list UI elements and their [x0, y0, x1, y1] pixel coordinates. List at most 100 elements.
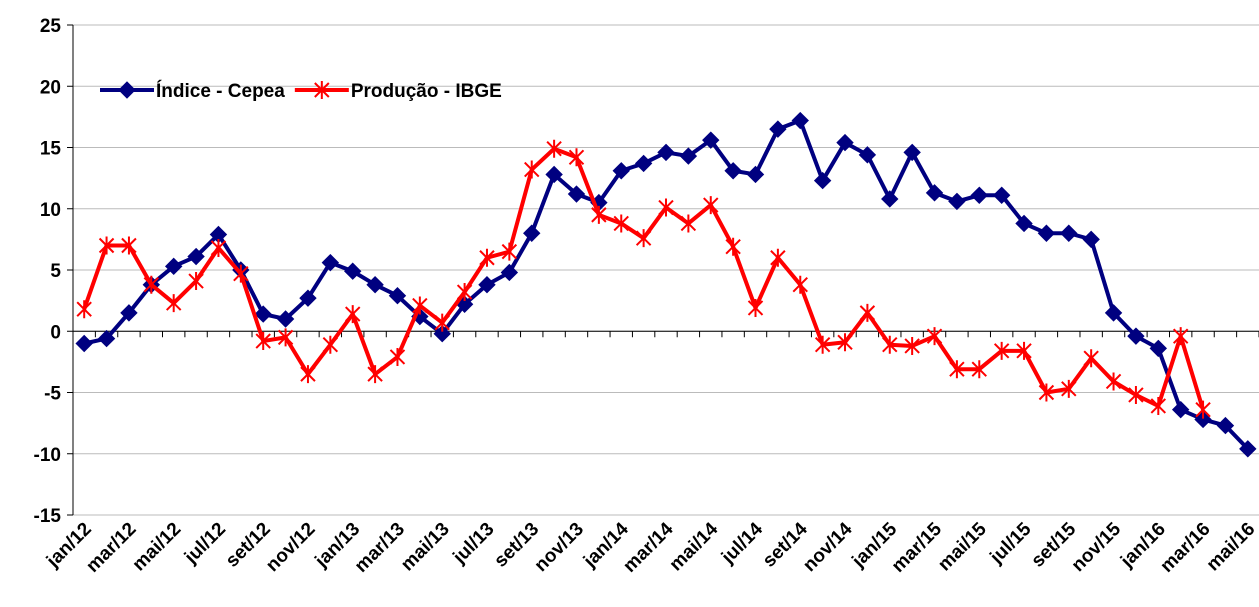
- marker: [814, 335, 831, 354]
- marker: [322, 335, 339, 354]
- marker: [858, 146, 877, 164]
- marker: [1038, 383, 1055, 402]
- marker: [1083, 349, 1099, 368]
- marker: [75, 334, 93, 353]
- marker: [523, 224, 541, 242]
- y-tick-label: 5: [50, 261, 61, 282]
- marker: [233, 264, 249, 283]
- marker: [971, 360, 987, 379]
- y-tick-label: -10: [34, 445, 61, 466]
- marker: [770, 248, 786, 267]
- marker: [703, 196, 719, 215]
- marker: [1060, 224, 1078, 242]
- legend-label: Produção - IBGE: [351, 81, 502, 102]
- marker: [903, 143, 921, 162]
- marker: [568, 148, 585, 167]
- marker: [389, 347, 406, 366]
- marker: [1239, 440, 1257, 458]
- marker: [791, 111, 809, 130]
- marker: [345, 305, 361, 324]
- x-tick-label: jul/14: [717, 518, 767, 568]
- marker: [769, 120, 787, 138]
- marker: [254, 305, 272, 323]
- marker: [120, 304, 138, 322]
- marker: [314, 81, 330, 99]
- marker: [1104, 304, 1123, 322]
- y-tick-label: 25: [40, 16, 62, 37]
- x-tick-label: jul/12: [180, 519, 230, 569]
- marker: [904, 336, 920, 355]
- marker: [366, 275, 384, 294]
- y-tick-label: 15: [40, 139, 62, 160]
- x-tick-label: mai/16: [1203, 519, 1259, 576]
- marker: [1194, 410, 1212, 429]
- marker: [948, 192, 966, 211]
- marker: [613, 214, 629, 233]
- marker: [567, 185, 586, 203]
- x-tick-label: mai/13: [397, 519, 454, 576]
- marker: [321, 253, 340, 272]
- x-tick-label: nov/14: [799, 518, 857, 576]
- marker: [1149, 339, 1168, 358]
- marker: [277, 328, 294, 347]
- x-tick-label: mar/12: [82, 519, 140, 577]
- marker: [1015, 214, 1033, 233]
- marker: [1082, 230, 1100, 249]
- marker: [546, 139, 562, 158]
- y-tick-label: 0: [50, 322, 61, 343]
- x-tick-label: nov/15: [1068, 518, 1126, 576]
- marker: [143, 275, 160, 294]
- series-line: [83, 118, 1250, 451]
- marker: [1105, 372, 1122, 391]
- marker: [1016, 341, 1032, 360]
- marker: [747, 298, 764, 317]
- marker: [634, 154, 653, 173]
- marker: [746, 165, 765, 184]
- x-tick-label: mar/16: [1156, 519, 1214, 577]
- marker: [434, 313, 450, 332]
- marker: [658, 198, 674, 217]
- y-tick-label: 10: [40, 200, 61, 221]
- x-tick-label: mar/15: [888, 518, 946, 576]
- marker: [1216, 416, 1235, 435]
- legend-item: Produção - IBGE: [294, 81, 502, 102]
- marker: [478, 275, 496, 294]
- marker: [300, 365, 316, 384]
- x-tick-label: mar/13: [351, 519, 409, 577]
- marker: [299, 289, 317, 307]
- marker: [210, 238, 227, 257]
- marker: [993, 341, 1010, 360]
- marker: [433, 324, 451, 343]
- series-line: [82, 146, 1205, 411]
- marker: [1128, 385, 1144, 404]
- marker: [837, 333, 853, 352]
- legend-label: Índice - Cepea: [156, 80, 285, 102]
- marker: [1195, 400, 1211, 419]
- marker: [188, 272, 204, 291]
- marker: [545, 165, 563, 184]
- marker: [1172, 327, 1189, 346]
- marker: [388, 287, 407, 305]
- marker: [76, 300, 92, 319]
- marker: [500, 263, 519, 282]
- marker: [926, 327, 943, 346]
- marker: [1150, 396, 1167, 415]
- marker: [680, 214, 697, 233]
- x-tick-label: nov/13: [531, 519, 588, 576]
- marker: [524, 160, 540, 179]
- x-tick-label: jul/13: [449, 519, 499, 569]
- x-tick-label: nov/12: [262, 519, 319, 576]
- marker: [1037, 224, 1056, 242]
- marker: [992, 186, 1011, 204]
- marker: [792, 275, 808, 294]
- marker: [657, 143, 675, 162]
- marker: [479, 248, 495, 267]
- marker: [1061, 379, 1077, 398]
- y-tick-label: -15: [34, 506, 62, 527]
- marker: [367, 365, 383, 384]
- marker: [164, 257, 183, 276]
- y-tick-label: -5: [44, 384, 61, 405]
- marker: [813, 171, 832, 190]
